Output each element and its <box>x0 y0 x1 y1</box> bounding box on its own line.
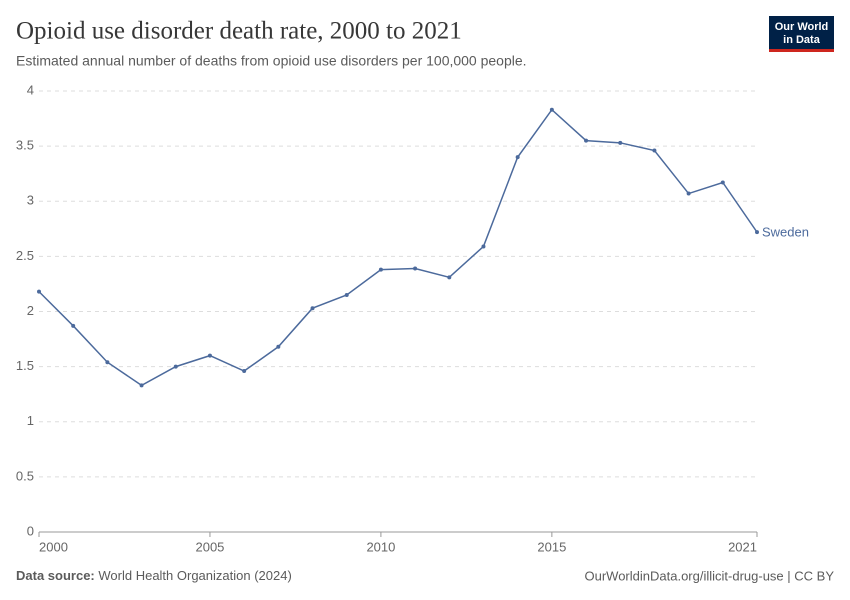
y-tick-label: 0 <box>27 523 34 538</box>
point <box>105 360 110 365</box>
point <box>207 353 212 358</box>
series-label: Sweden <box>762 225 809 240</box>
point <box>755 230 759 235</box>
x-tick-label: 2000 <box>39 539 68 554</box>
y-tick-label: 1 <box>27 413 34 428</box>
point <box>515 155 520 160</box>
point <box>481 244 486 249</box>
logo-box <box>769 16 834 50</box>
point <box>378 267 383 272</box>
y-tick-label: 3.5 <box>16 138 34 153</box>
footer-source: Data source: World Health Organization (… <box>16 568 292 583</box>
point <box>242 369 247 374</box>
x-tick-label: 2021 <box>728 539 757 554</box>
logo-text: Our World <box>775 21 829 33</box>
chart-title: Opioid use disorder death rate, 2000 to … <box>16 18 462 45</box>
point <box>584 138 589 143</box>
point <box>37 289 41 294</box>
y-tick-label: 2.5 <box>16 248 34 263</box>
x-tick-label: 2005 <box>195 539 224 554</box>
point <box>344 292 349 297</box>
point <box>652 148 657 153</box>
y-tick-label: 1.5 <box>16 358 34 373</box>
logo-text: in Data <box>783 34 821 46</box>
point <box>173 364 178 369</box>
point <box>139 383 144 388</box>
point <box>549 107 554 112</box>
point <box>413 266 418 271</box>
logo[interactable]: Our World in Data <box>769 16 834 52</box>
point <box>447 275 452 280</box>
logo-bar <box>769 49 834 52</box>
source-label: Data source: <box>16 568 95 583</box>
y-tick-label: 3 <box>27 193 34 208</box>
footer-url[interactable]: OurWorldinData.org/illicit-drug-use | CC… <box>585 568 835 583</box>
series-line <box>38 108 758 387</box>
x-tick-label: 2010 <box>366 539 395 554</box>
point <box>276 344 281 349</box>
x-tick-label: 2015 <box>537 539 566 554</box>
y-tick-label: 0.5 <box>16 468 34 483</box>
point <box>720 180 725 185</box>
point <box>310 306 315 311</box>
point <box>71 323 76 328</box>
chart-subtitle: Estimated annual number of deaths from o… <box>16 53 527 69</box>
point <box>686 191 691 196</box>
point <box>618 140 623 145</box>
source: World Health Organization (2024) <box>98 568 291 583</box>
y-tick-label: 2 <box>27 303 34 318</box>
y-tick-label: 4 <box>27 82 34 97</box>
